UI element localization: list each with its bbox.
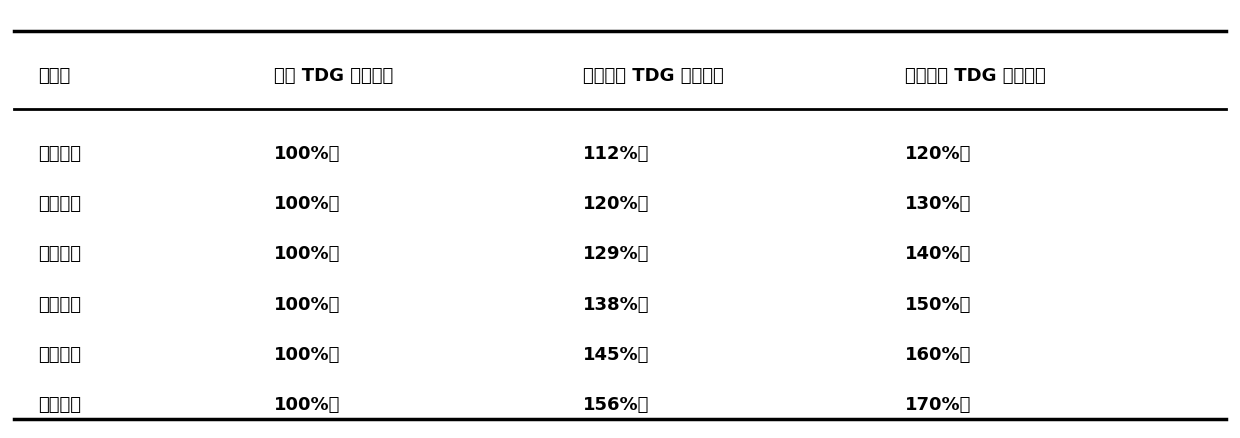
Text: 工况二，: 工况二， xyxy=(38,195,82,213)
Text: 100%，: 100%， xyxy=(274,145,340,162)
Text: 138%，: 138%， xyxy=(583,295,650,313)
Text: 140%，: 140%， xyxy=(904,245,971,263)
Text: 工况三，: 工况三， xyxy=(38,245,82,263)
Text: 工况五，: 工况五， xyxy=(38,345,82,363)
Text: 工况，: 工况， xyxy=(38,67,71,85)
Text: 支槽 TDG 饱和度，: 支槽 TDG 饱和度， xyxy=(274,67,393,85)
Text: 150%，: 150%， xyxy=(904,295,971,313)
Text: 工况一，: 工况一， xyxy=(38,145,82,162)
Text: 主槽上游 TDG 饱和度，: 主槽上游 TDG 饱和度， xyxy=(904,67,1045,85)
Text: 100%，: 100%， xyxy=(274,195,340,213)
Text: 主槽下游 TDG 饱和度，: 主槽下游 TDG 饱和度， xyxy=(583,67,724,85)
Text: 120%，: 120%， xyxy=(583,195,650,213)
Text: 100%，: 100%， xyxy=(274,345,340,363)
Text: 120%，: 120%， xyxy=(904,145,971,162)
Text: 156%，: 156%， xyxy=(583,395,650,413)
Text: 工况四，: 工况四， xyxy=(38,295,82,313)
Text: 100%，: 100%， xyxy=(274,395,340,413)
Text: 160%，: 160%， xyxy=(904,345,971,363)
Text: 工况六，: 工况六， xyxy=(38,395,82,413)
Text: 129%，: 129%， xyxy=(583,245,650,263)
Text: 145%，: 145%， xyxy=(583,345,650,363)
Text: 170%，: 170%， xyxy=(904,395,971,413)
Text: 112%，: 112%， xyxy=(583,145,650,162)
Text: 100%，: 100%， xyxy=(274,295,340,313)
Text: 130%，: 130%， xyxy=(904,195,971,213)
Text: 100%，: 100%， xyxy=(274,245,340,263)
